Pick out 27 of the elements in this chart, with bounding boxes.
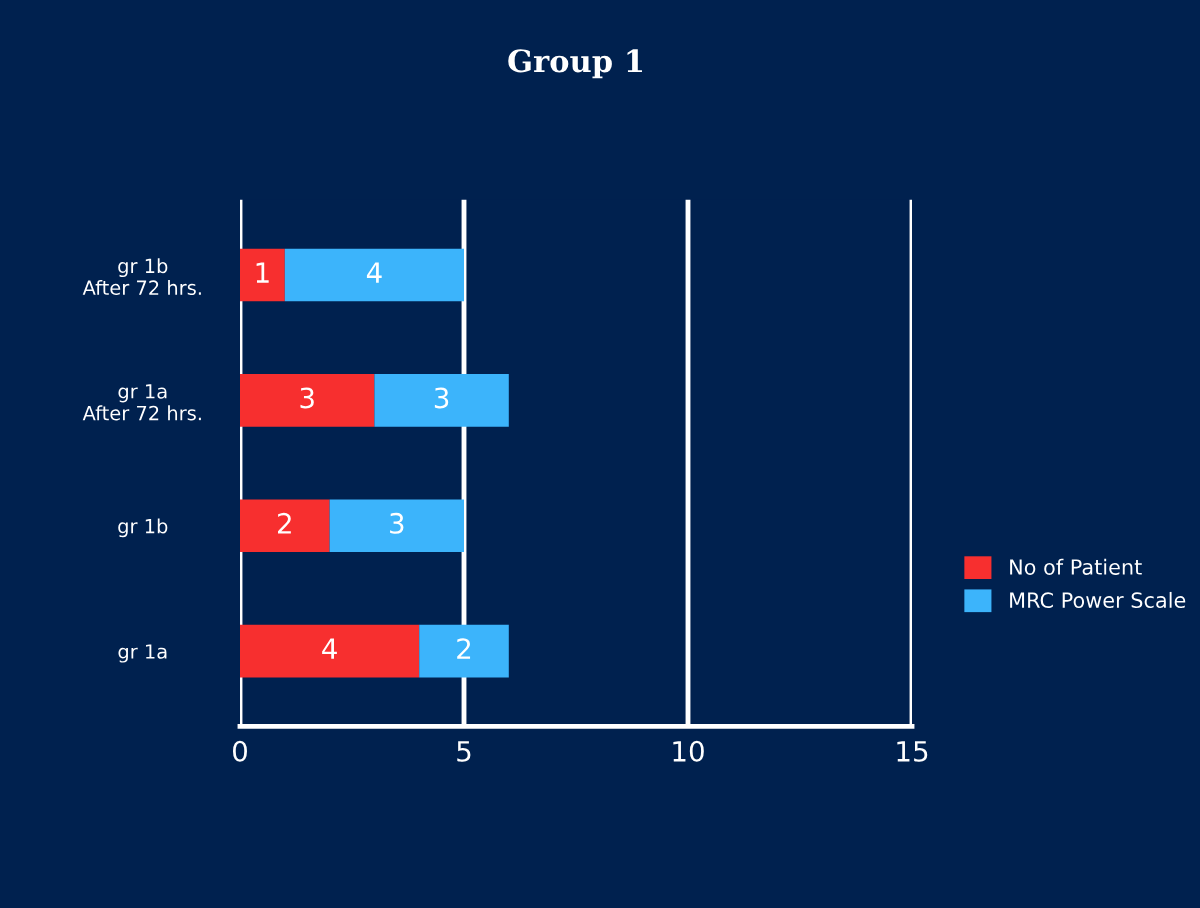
bar [374,374,509,427]
legend-label: MRC Power Scale [1010,591,1186,609]
x-tick-label: 15 [897,741,928,762]
bar [284,248,464,302]
data-label: 4 [366,262,382,283]
bar [240,499,330,553]
legend-label: No of Patient [1010,558,1142,575]
y-tick-label: gr 1b [118,518,168,538]
data-label: 2 [457,638,471,659]
x-tick-label: 0 [232,740,247,762]
data-label: 3 [390,512,404,534]
data-label: 2 [278,512,291,534]
y-tick-label: gr 1a [118,644,167,663]
y-tick-label: gr 1b After 72 hrs. [82,258,201,296]
data-label: 1 [256,262,269,283]
bar [329,499,464,553]
data-label: 4 [322,638,337,659]
bar [419,624,509,678]
x-tick-label: 5 [457,741,471,762]
bar [240,624,420,678]
bar [240,248,285,302]
bar [240,374,375,427]
data-label: 3 [300,387,314,409]
data-label: 3 [434,387,449,409]
x-tick-label: 10 [673,740,704,762]
chart-title: Group 1 [508,49,642,79]
y-tick-label: gr 1a After 72 hrs. [82,384,201,421]
